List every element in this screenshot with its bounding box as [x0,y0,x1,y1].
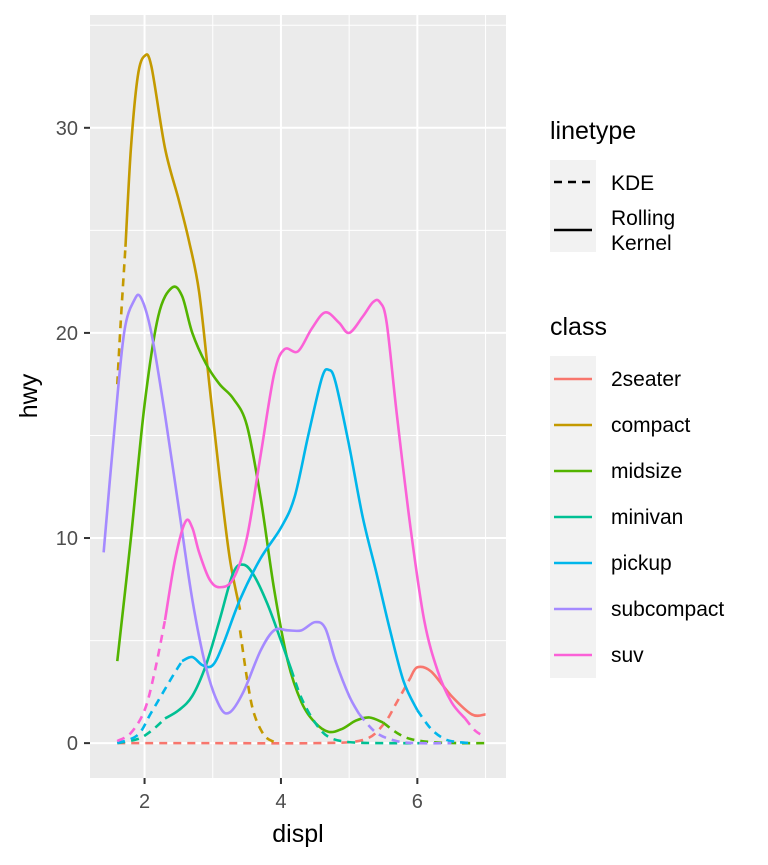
class-label-suv: suv [611,644,644,667]
series-line-pickup-kde-tail [416,709,472,745]
series-line-subcompact-rolling [102,293,361,716]
series-line-suv-kde [116,619,167,743]
class-label-2seater: 2seater [611,368,681,391]
class-label-pickup: pickup [611,552,672,575]
series-line-minivan-rolling [164,563,293,720]
class-label-minivan: minivan [611,506,683,529]
class-legend-entries: 2seater compact midsize minivan pickup subcom… [550,356,724,678]
y-tick-label: 20 [56,323,78,345]
linetype-label-rolling: Rolling [611,207,675,230]
linetype-legend: linetype KDE Rolling Kernel [550,117,675,255]
series-line-subcompact-kde [358,713,452,745]
series-line-pickup-kde [116,660,184,745]
class-legend-title: class [550,313,607,341]
class-legend: class 2seater compact midsize minivan pickup… [550,313,724,678]
linetype-label-rolling-line2: Kernel [611,232,672,255]
x-axis-title: displ [272,820,323,848]
linetype-label-kde: KDE [611,172,654,195]
class-label-subcompact: subcompact [611,598,724,621]
y-tick-label: 10 [56,528,78,550]
series-line-suv-rolling [163,298,467,720]
series-line-2seater-kde [117,676,412,745]
series-lines [102,53,487,745]
linetype-legend-title: linetype [550,117,636,145]
x-tick-label: 2 [139,791,150,813]
series-line-suv-kde-tail [464,717,487,739]
x-tick-label: 6 [412,791,423,813]
class-label-midsize: midsize [611,460,682,483]
series-line-minivan-kde-tail [289,668,431,745]
axes: 2 4 6 0 10 20 30 [56,118,423,813]
minor-gridlines [90,15,506,778]
x-tick-label: 4 [275,791,286,813]
series-line-pickup-rolling [181,367,419,711]
series-line-midsize-kde [382,721,486,745]
plot-panel [90,15,506,778]
series-line-compact-rolling [124,53,242,611]
series-line-compact-kde-tail [238,630,275,744]
y-tick-label: 30 [56,118,78,140]
y-tick-label: 0 [67,733,78,755]
series-line-compact-kde [115,246,127,385]
class-label-compact: compact [611,414,691,437]
series-line-minivan-kde [117,717,166,745]
y-axis-title: hwy [15,373,43,418]
